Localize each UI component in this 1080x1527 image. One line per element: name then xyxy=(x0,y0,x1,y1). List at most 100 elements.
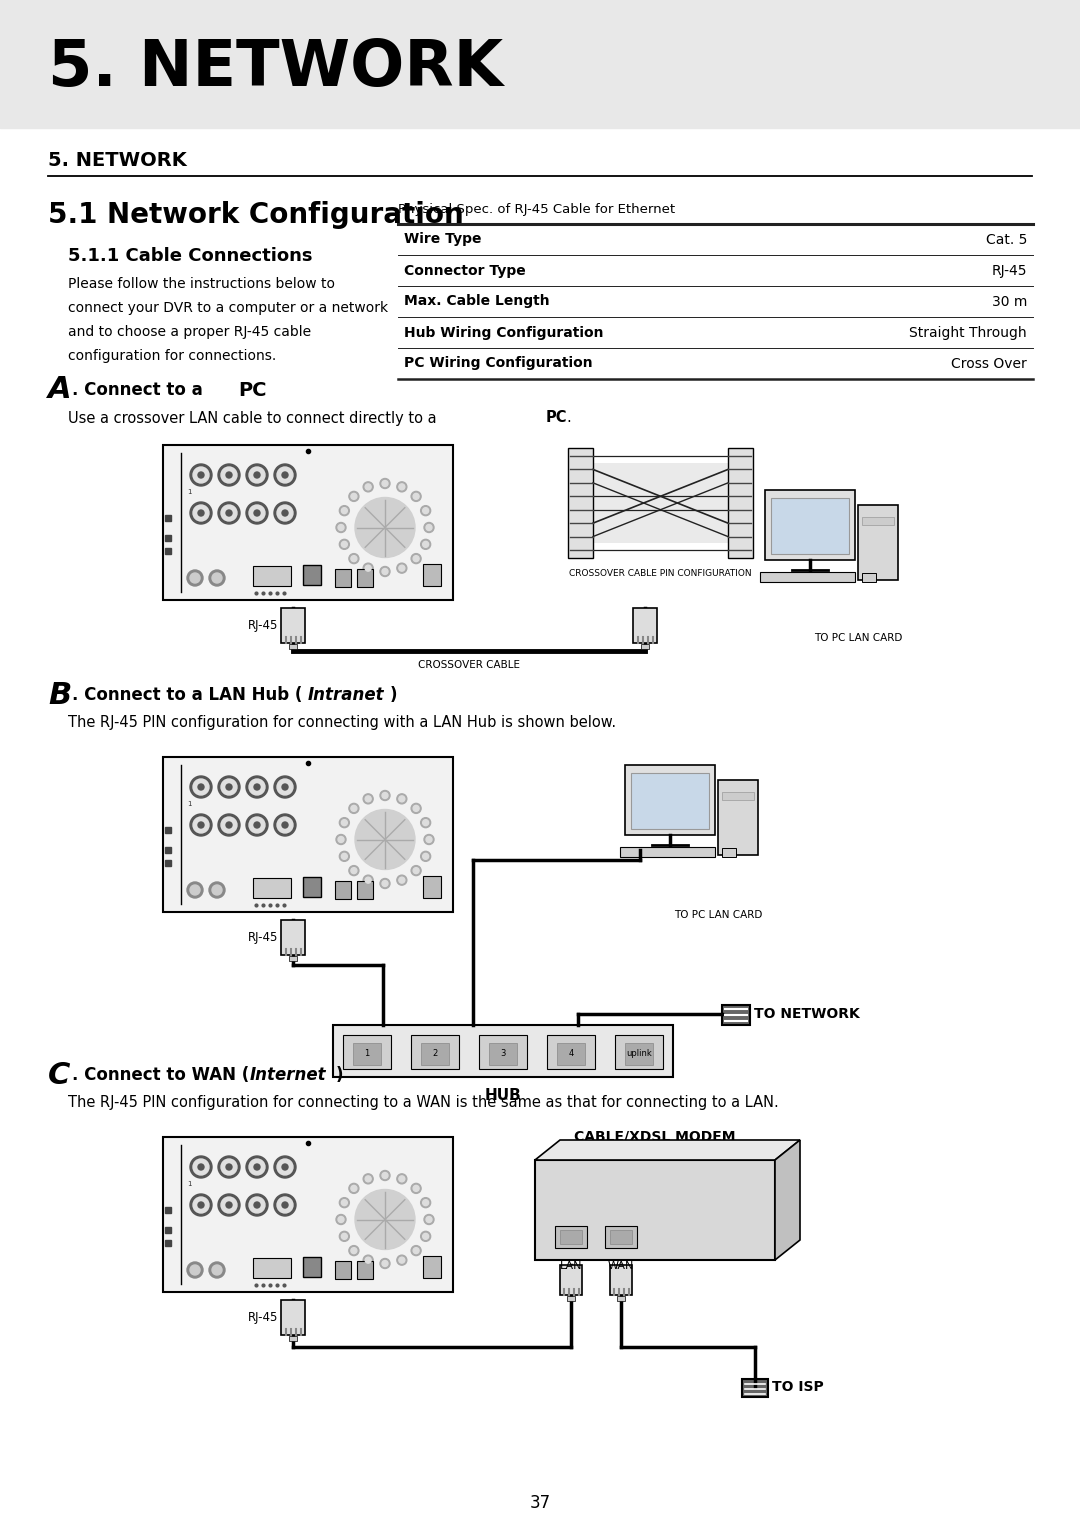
Circle shape xyxy=(382,1173,388,1179)
Circle shape xyxy=(198,510,204,516)
Circle shape xyxy=(420,852,431,861)
Bar xyxy=(343,1035,391,1069)
Circle shape xyxy=(349,803,359,814)
Circle shape xyxy=(274,464,296,486)
Circle shape xyxy=(246,464,268,486)
Circle shape xyxy=(411,1246,421,1255)
Circle shape xyxy=(339,1197,349,1208)
Text: PC: PC xyxy=(238,380,267,400)
Circle shape xyxy=(190,776,212,799)
Circle shape xyxy=(399,1257,405,1263)
Circle shape xyxy=(411,1183,421,1194)
Circle shape xyxy=(249,505,265,521)
Text: Hub Wiring Configuration: Hub Wiring Configuration xyxy=(404,325,604,339)
Text: 1: 1 xyxy=(187,1180,191,1186)
Bar xyxy=(561,1264,582,1295)
Bar xyxy=(335,881,351,899)
Circle shape xyxy=(221,1159,237,1174)
Text: C: C xyxy=(48,1060,70,1089)
Bar xyxy=(423,876,441,898)
Bar xyxy=(858,505,897,580)
Text: RJ-45: RJ-45 xyxy=(248,930,279,944)
Circle shape xyxy=(341,820,348,826)
Text: PC Wiring Configuration: PC Wiring Configuration xyxy=(404,356,593,371)
Circle shape xyxy=(355,1190,415,1249)
Circle shape xyxy=(349,866,359,875)
Text: A: A xyxy=(48,376,71,405)
Circle shape xyxy=(363,1255,374,1266)
Circle shape xyxy=(218,776,240,799)
Text: Intranet: Intranet xyxy=(308,686,384,704)
Circle shape xyxy=(274,776,296,799)
Circle shape xyxy=(254,1164,260,1170)
Bar xyxy=(357,570,373,586)
Bar xyxy=(546,1035,595,1069)
Circle shape xyxy=(365,796,372,802)
Circle shape xyxy=(246,502,268,524)
Circle shape xyxy=(274,1156,296,1177)
Text: Internet: Internet xyxy=(249,1066,326,1084)
Circle shape xyxy=(246,776,268,799)
Text: RJ-45: RJ-45 xyxy=(248,618,279,632)
Circle shape xyxy=(198,783,204,789)
Bar xyxy=(163,1138,453,1292)
Circle shape xyxy=(422,507,429,513)
Text: Max. Cable Length: Max. Cable Length xyxy=(404,295,550,308)
Circle shape xyxy=(380,1171,390,1180)
Circle shape xyxy=(426,837,432,843)
Text: and to choose a proper RJ-45 cable: and to choose a proper RJ-45 cable xyxy=(68,325,311,339)
Bar xyxy=(253,567,291,586)
Circle shape xyxy=(341,1234,348,1240)
Bar xyxy=(353,1043,381,1064)
Text: ): ) xyxy=(390,686,397,704)
Bar xyxy=(625,1043,653,1064)
Polygon shape xyxy=(775,1141,800,1260)
Circle shape xyxy=(363,875,374,886)
Circle shape xyxy=(212,1264,222,1275)
Text: 5. NETWORK: 5. NETWORK xyxy=(48,151,187,171)
Circle shape xyxy=(426,1217,432,1223)
Circle shape xyxy=(246,1156,268,1177)
Circle shape xyxy=(399,796,405,802)
Circle shape xyxy=(380,1258,390,1269)
Text: 30 m: 30 m xyxy=(991,295,1027,308)
Text: Wire Type: Wire Type xyxy=(404,232,482,246)
Circle shape xyxy=(424,1214,434,1225)
Circle shape xyxy=(349,492,359,501)
Text: Connector Type: Connector Type xyxy=(404,264,526,278)
Circle shape xyxy=(363,483,374,492)
Circle shape xyxy=(226,472,232,478)
Circle shape xyxy=(424,834,434,844)
Circle shape xyxy=(282,783,288,789)
Circle shape xyxy=(420,539,431,550)
Bar xyxy=(561,1231,582,1245)
Circle shape xyxy=(380,478,390,489)
Circle shape xyxy=(339,1231,349,1241)
Circle shape xyxy=(339,505,349,516)
Bar xyxy=(631,773,708,829)
Text: 4: 4 xyxy=(568,1049,573,1058)
Circle shape xyxy=(226,510,232,516)
Circle shape xyxy=(382,481,388,487)
Text: WAN: WAN xyxy=(608,1261,634,1270)
Bar xyxy=(489,1043,517,1064)
Text: The RJ-45 PIN configuration for connecting to a WAN is the same as that for conn: The RJ-45 PIN configuration for connecti… xyxy=(68,1095,779,1110)
Bar xyxy=(723,793,754,800)
Text: CROSSOVER CABLE PIN CONFIGURATION: CROSSOVER CABLE PIN CONFIGURATION xyxy=(569,570,752,579)
Circle shape xyxy=(282,510,288,516)
Circle shape xyxy=(422,1200,429,1206)
Text: connect your DVR to a computer or a network: connect your DVR to a computer or a netw… xyxy=(68,301,388,315)
Circle shape xyxy=(365,484,372,490)
Circle shape xyxy=(190,814,212,835)
Circle shape xyxy=(349,554,359,563)
Circle shape xyxy=(190,1264,200,1275)
Bar xyxy=(281,919,305,954)
Bar xyxy=(335,1261,351,1280)
Circle shape xyxy=(276,1197,293,1212)
Circle shape xyxy=(249,1159,265,1174)
Bar xyxy=(253,878,291,898)
Circle shape xyxy=(221,1197,237,1212)
Circle shape xyxy=(221,467,237,483)
Circle shape xyxy=(422,542,429,547)
Bar xyxy=(723,847,735,857)
